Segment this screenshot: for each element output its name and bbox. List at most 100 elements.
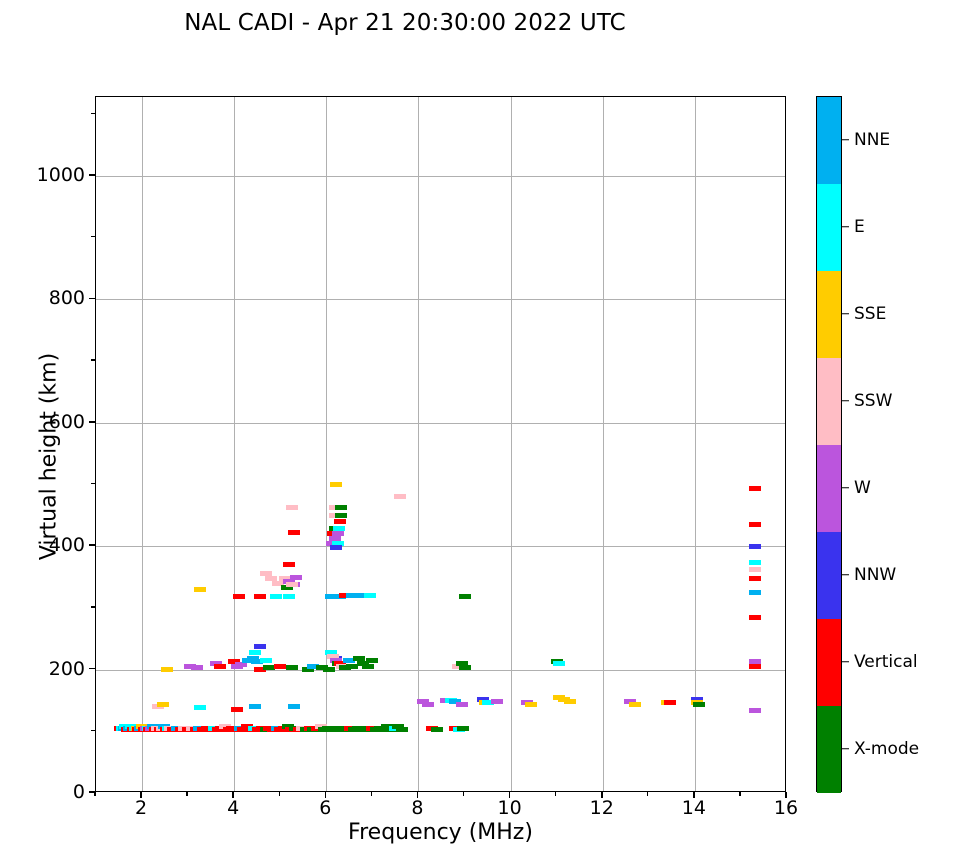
x-tick-label: 6 bbox=[319, 797, 332, 819]
data-point bbox=[338, 665, 351, 671]
x-tick-minor bbox=[186, 792, 188, 796]
data-point bbox=[314, 723, 327, 729]
data-point bbox=[361, 664, 374, 669]
data-point bbox=[285, 504, 298, 510]
colorbar-segment-nnw[interactable] bbox=[817, 532, 841, 619]
data-point bbox=[329, 657, 342, 663]
data-point bbox=[328, 504, 341, 510]
data-point bbox=[392, 723, 405, 729]
x-tick-mark bbox=[693, 792, 695, 798]
y-tick-mark bbox=[89, 297, 95, 300]
x-tick-mark bbox=[324, 792, 327, 798]
data-point bbox=[394, 494, 407, 500]
data-point bbox=[343, 657, 356, 663]
x-tick-minor bbox=[554, 792, 557, 796]
colorbar-label-ssw: SSW bbox=[854, 390, 893, 411]
y-tick-mark bbox=[89, 667, 95, 670]
data-point bbox=[490, 699, 503, 705]
data-point bbox=[456, 660, 469, 666]
plot-area[interactable] bbox=[95, 96, 786, 792]
y-axis-label: Virtual height (km) bbox=[36, 352, 62, 561]
data-point bbox=[628, 702, 641, 708]
y-tick-minor bbox=[91, 359, 95, 361]
data-point bbox=[557, 696, 570, 702]
data-point bbox=[395, 726, 408, 732]
data-point bbox=[381, 723, 394, 729]
data-point bbox=[451, 664, 464, 669]
data-point bbox=[552, 660, 565, 666]
colorbar-segment-x-mode[interactable] bbox=[817, 706, 841, 793]
data-point bbox=[335, 512, 348, 518]
x-tick-minor bbox=[94, 792, 96, 796]
y-tick-label: 400 bbox=[48, 534, 85, 557]
data-point bbox=[663, 700, 676, 706]
colorbar-segment-vertical[interactable] bbox=[817, 619, 841, 706]
data-point bbox=[366, 657, 379, 663]
gridline-horizontal bbox=[96, 669, 785, 671]
data-point bbox=[301, 667, 314, 673]
x-tick-mark bbox=[140, 792, 142, 798]
x-tick-label: 10 bbox=[497, 797, 522, 819]
gridline-vertical bbox=[602, 97, 604, 791]
data-point bbox=[230, 707, 243, 713]
colorbar-tick bbox=[842, 225, 849, 228]
data-point bbox=[193, 705, 206, 711]
data-point bbox=[262, 665, 275, 671]
y-tick-label: 200 bbox=[48, 657, 85, 680]
data-point bbox=[288, 529, 301, 535]
colorbar-tick bbox=[842, 747, 849, 750]
y-tick-minor bbox=[91, 112, 95, 114]
data-point bbox=[324, 594, 337, 600]
y-tick-minor bbox=[91, 606, 95, 608]
data-point bbox=[458, 665, 471, 671]
data-point bbox=[228, 659, 241, 665]
data-point bbox=[748, 589, 761, 595]
y-tick-minor bbox=[91, 729, 95, 731]
colorbar-segment-ssw[interactable] bbox=[817, 358, 841, 445]
data-point bbox=[334, 519, 347, 524]
x-tick-minor bbox=[647, 792, 649, 796]
colorbar-segment-nne[interactable] bbox=[817, 97, 841, 184]
gridline-horizontal bbox=[96, 546, 785, 548]
y-tick-label: 1000 bbox=[36, 163, 85, 186]
data-point bbox=[345, 664, 358, 669]
data-point bbox=[271, 580, 284, 586]
data-point bbox=[285, 665, 298, 671]
data-point bbox=[214, 664, 227, 669]
data-point bbox=[748, 560, 761, 566]
data-point bbox=[331, 540, 344, 546]
colorbar-segment-sse[interactable] bbox=[817, 271, 841, 358]
colorbar-segment-w[interactable] bbox=[817, 445, 841, 532]
data-point bbox=[209, 660, 222, 666]
x-tick-label: 12 bbox=[589, 797, 614, 819]
data-point bbox=[274, 664, 287, 669]
data-point bbox=[377, 726, 390, 732]
gridline-vertical bbox=[418, 97, 420, 791]
data-point bbox=[191, 665, 204, 671]
data-point bbox=[456, 725, 469, 731]
data-point bbox=[748, 522, 761, 528]
data-point bbox=[193, 586, 206, 592]
data-point bbox=[357, 660, 370, 666]
x-tick-minor bbox=[370, 792, 373, 796]
data-point bbox=[324, 649, 337, 655]
y-tick-mark bbox=[89, 174, 95, 176]
data-point bbox=[306, 664, 319, 669]
colorbar-tick bbox=[842, 399, 849, 402]
data-point bbox=[184, 664, 197, 669]
colorbar[interactable] bbox=[816, 96, 842, 793]
x-tick-label: 14 bbox=[681, 797, 706, 819]
data-point bbox=[281, 585, 294, 591]
data-point bbox=[748, 708, 761, 714]
colorbar-segment-e[interactable] bbox=[817, 184, 841, 271]
data-point bbox=[269, 594, 282, 600]
gridline-vertical bbox=[510, 97, 512, 791]
data-point bbox=[335, 504, 348, 510]
x-tick-label: 2 bbox=[135, 797, 148, 819]
data-point bbox=[421, 702, 434, 708]
data-point bbox=[691, 696, 704, 702]
y-tick-minor bbox=[91, 482, 95, 485]
x-tick-minor bbox=[462, 792, 465, 796]
data-point bbox=[748, 575, 761, 581]
